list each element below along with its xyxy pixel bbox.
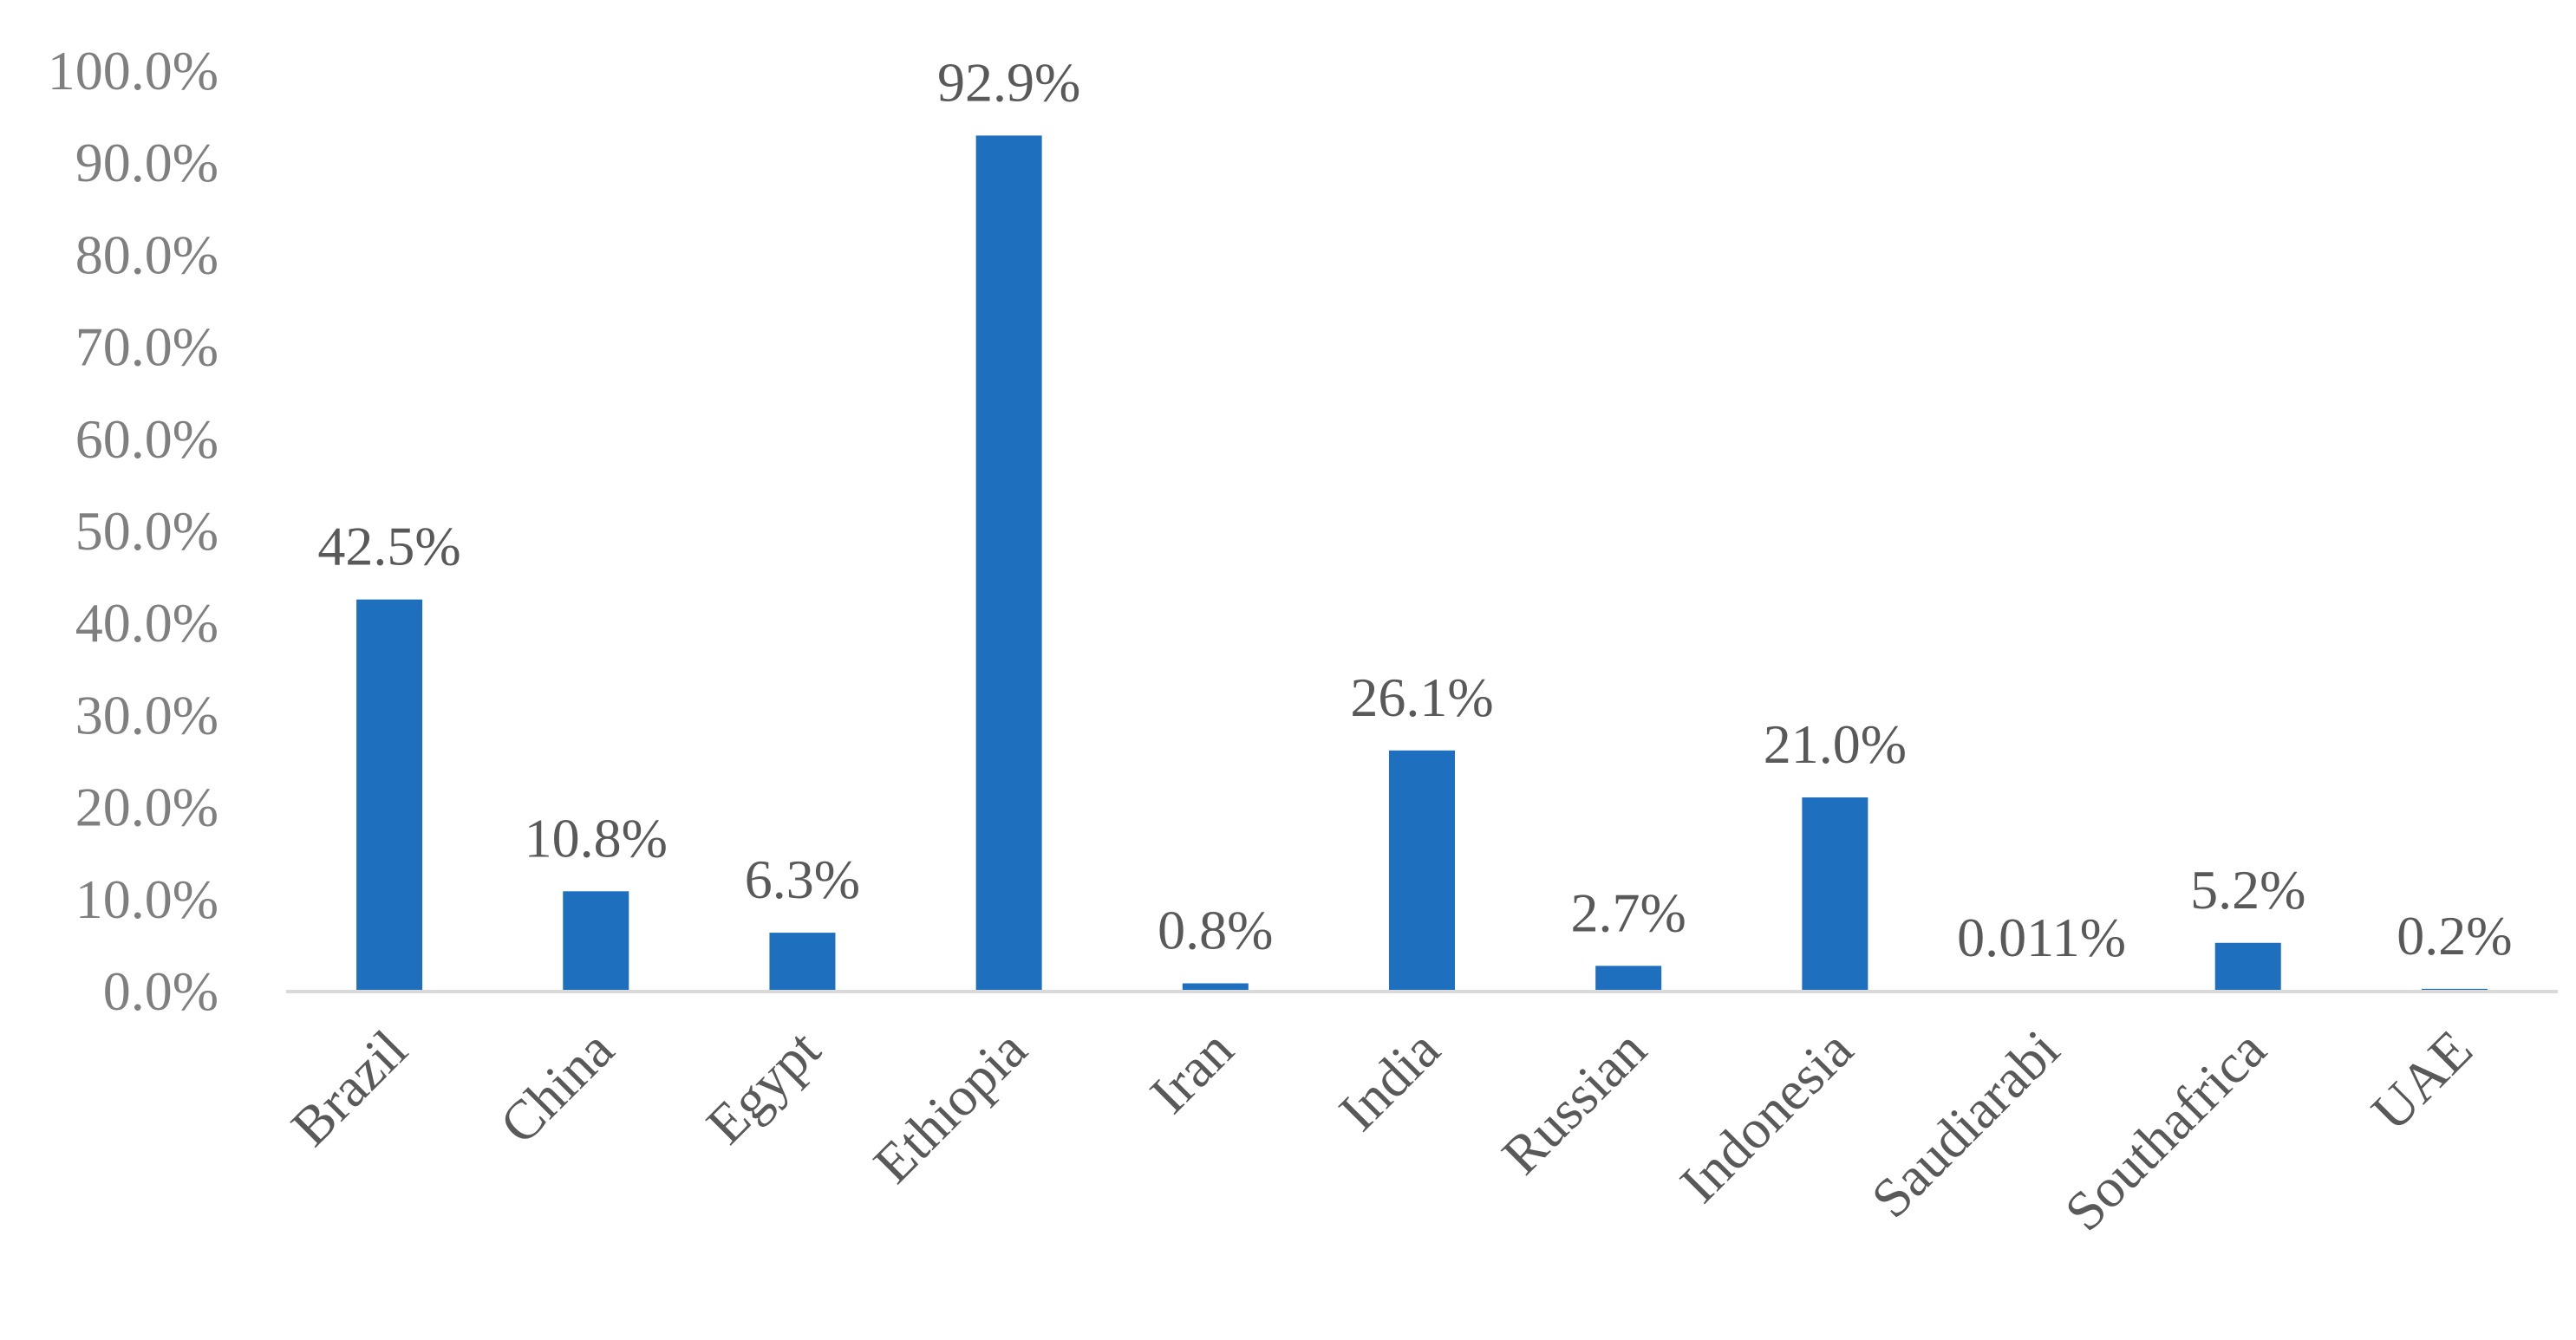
- x-category-label: Ethiopia: [862, 1018, 1039, 1195]
- x-category-label: Russian: [1490, 1018, 1659, 1187]
- data-label: 42.5%: [317, 516, 460, 577]
- data-label: 26.1%: [1350, 667, 1493, 728]
- y-tick-label: 90.0%: [75, 132, 218, 193]
- data-labels: 42.5% 10.8% 6.3% 92.9% 0.8% 26.1% 2.7% 21.0% 0.0…: [317, 51, 2512, 967]
- y-tick-label: 0.0%: [103, 960, 218, 1022]
- y-tick-label: 20.0%: [75, 777, 218, 838]
- x-category-label: India: [1327, 1018, 1451, 1142]
- y-tick-label: 70.0%: [75, 316, 218, 378]
- x-category-label: China: [488, 1018, 625, 1155]
- bar: [1389, 750, 1455, 991]
- bar: [2421, 988, 2488, 991]
- y-tick-label: 50.0%: [75, 500, 218, 562]
- bar: [1182, 983, 1249, 991]
- data-label: 21.0%: [1764, 713, 1907, 775]
- x-axis-category-labels: Brazil China Egypt Ethiopia Iran India Russian…: [279, 1018, 2484, 1243]
- bar: [563, 891, 629, 991]
- data-label: 0.8%: [1158, 900, 1273, 961]
- y-tick-label: 10.0%: [75, 868, 218, 930]
- data-label: 2.7%: [1571, 881, 1686, 943]
- y-tick-label: 60.0%: [75, 408, 218, 470]
- y-tick-label: 100.0%: [48, 40, 218, 101]
- data-label: 0.2%: [2397, 905, 2512, 966]
- bars: [356, 135, 2488, 992]
- y-axis-tick-labels: 0.0% 10.0% 20.0% 30.0% 40.0% 50.0% 60.0% 70.0% 8…: [48, 40, 218, 1022]
- bar: [1595, 966, 1662, 991]
- x-category-label: Saudiarabi: [1860, 1018, 2071, 1230]
- bar: [1802, 797, 1868, 991]
- data-label: 0.011%: [1957, 907, 2126, 968]
- x-category-label: Brazil: [279, 1018, 419, 1158]
- data-label: 6.3%: [745, 849, 860, 910]
- x-category-label: Southafrica: [2053, 1018, 2278, 1243]
- y-tick-label: 80.0%: [75, 224, 218, 285]
- bar: [356, 599, 423, 991]
- data-label: 5.2%: [2190, 859, 2305, 920]
- bar: [2214, 942, 2281, 991]
- bar: [975, 135, 1042, 992]
- y-tick-label: 40.0%: [75, 592, 218, 654]
- bar: [769, 933, 836, 991]
- x-category-label: Indonesia: [1668, 1018, 1864, 1214]
- x-category-label: Egypt: [695, 1018, 831, 1155]
- data-label: 92.9%: [937, 51, 1080, 113]
- x-category-label: UAE: [2360, 1018, 2484, 1142]
- data-label: 10.8%: [525, 807, 668, 868]
- x-category-label: Iran: [1138, 1018, 1245, 1125]
- y-tick-label: 30.0%: [75, 684, 218, 745]
